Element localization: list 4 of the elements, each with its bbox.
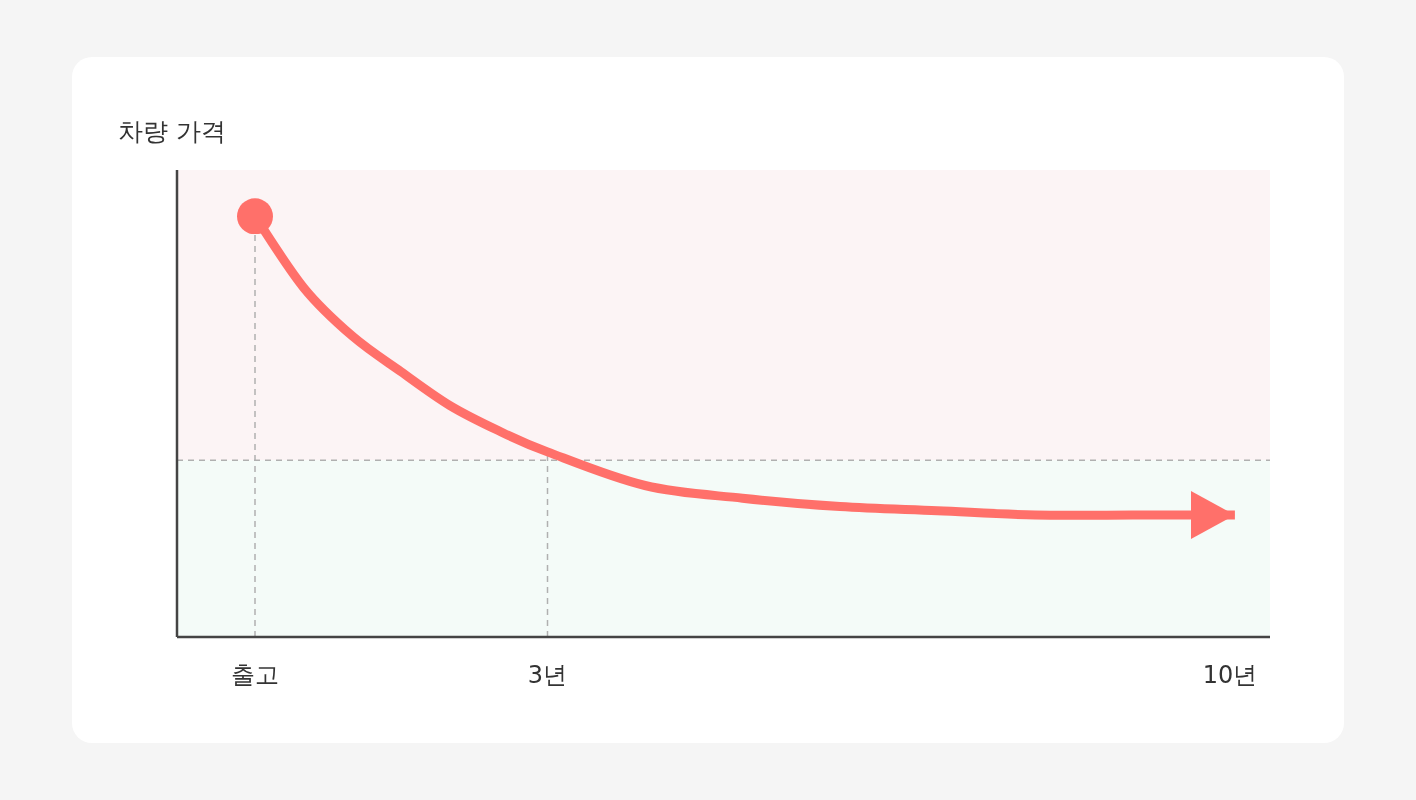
x-tick-label: 3년 <box>527 661 568 689</box>
x-tick-label: 10년 <box>1202 661 1258 689</box>
chart-title: 차량 가격 <box>118 117 226 146</box>
x-tick-label: 출고 <box>231 661 279 689</box>
